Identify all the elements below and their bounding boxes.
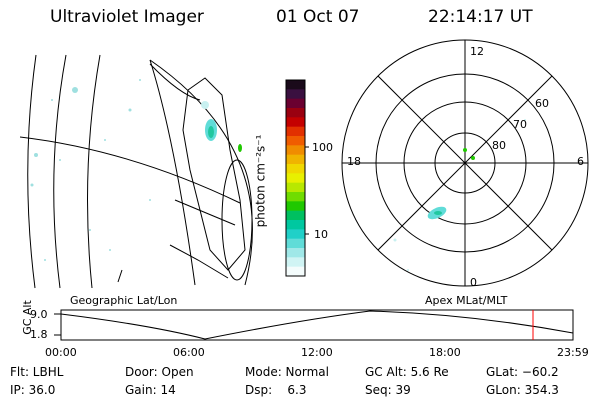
colorbar-cell (286, 229, 305, 240)
colorbar-cell (286, 80, 305, 90)
auroral-emission-map (201, 101, 242, 152)
instrument-title: Ultraviolet Imager (50, 7, 204, 27)
sequence-status: Seq: 39 (365, 383, 411, 397)
colorbar-cell (286, 173, 305, 184)
geographic-latitude: GLat: −60.2 (486, 365, 559, 379)
geographic-longitude: GLon: 354.3 (486, 383, 559, 397)
mlt-label-18: 18 (347, 155, 361, 168)
mlt-label-12: 12 (470, 45, 484, 58)
apex-panel-label: Apex MLat/MLT (425, 294, 508, 307)
colorbar-label-10: 10 (314, 228, 328, 241)
colorbar-cell (286, 89, 305, 100)
mlat-label-70: 70 (513, 118, 527, 131)
auroral-emission-polar (393, 119, 526, 271)
colorbar-cell (286, 164, 305, 174)
colorbar-cell (286, 201, 305, 212)
colorbar-cell (286, 126, 305, 137)
door-status: Door: Open (125, 365, 194, 379)
altitude-plot-frame (60, 309, 574, 341)
time-tick-0600: 06:00 (173, 346, 205, 359)
dsp-status: Dsp: 6.3 (245, 383, 307, 397)
time-tick-1200: 12:00 (301, 346, 333, 359)
time-tick-0000: 00:00 (45, 346, 77, 359)
observation-date: 01 Oct 07 (276, 7, 360, 27)
ip-status: IP: 36.0 (10, 383, 56, 397)
mlt-label-6: 6 (577, 155, 584, 168)
colorbar-cell (286, 210, 305, 221)
filter-status: Flt: LBHL (10, 365, 64, 379)
altitude-curve (60, 310, 574, 340)
colorbar-cell (286, 238, 305, 249)
uv-emission-speckle (30, 79, 151, 261)
alt-ytick-1-8: 1.8 (30, 328, 48, 341)
colorbar-cell (286, 266, 305, 277)
time-tick-2359: 23:59 (557, 346, 589, 359)
mlt-label-0: 0 (470, 276, 477, 289)
observation-time: 22:14:17 UT (428, 7, 533, 27)
colorbar-cell (286, 257, 305, 268)
gc-altitude-status: GC Alt: 5.6 Re (365, 365, 449, 379)
colorbar-cell (286, 108, 305, 118)
colorbar-cell (286, 117, 305, 128)
colorbar-cell (286, 248, 305, 258)
time-tick-1800: 18:00 (429, 346, 461, 359)
mode-status: Mode: Normal (245, 365, 329, 379)
colorbar-cell (286, 145, 305, 156)
mlat-label-80: 80 (492, 139, 506, 152)
colorbar-label-100: 100 (312, 141, 333, 154)
geographic-panel-label: Geographic Lat/Lon (70, 294, 178, 307)
colorbar-cell (286, 182, 305, 193)
colorbar-cell (286, 154, 305, 165)
gain-status: Gain: 14 (125, 383, 176, 397)
colorbar-scale (286, 80, 305, 277)
colorbar-cell (286, 220, 305, 230)
colorbar-cell (286, 192, 305, 202)
mlat-label-60: 60 (535, 97, 549, 110)
alt-ytick-9: 9.0 (30, 308, 48, 321)
colorbar-cell (286, 136, 305, 146)
colorbar-cell (286, 98, 305, 109)
